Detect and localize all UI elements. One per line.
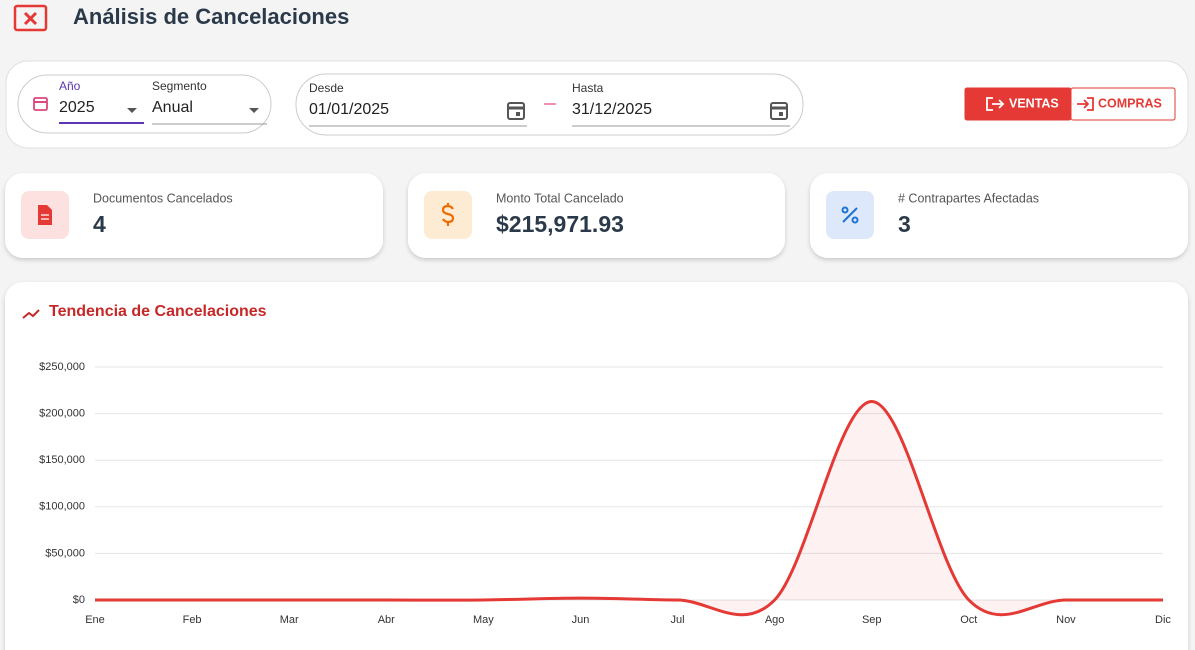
stat-value: 3 — [898, 211, 911, 237]
button-label: VENTAS — [1009, 96, 1059, 110]
y-tick-label: $250,000 — [39, 361, 85, 373]
date-picker-icon[interactable] — [507, 102, 525, 120]
chart-title: Tendencia de Cancelaciones — [49, 303, 267, 320]
y-tick-label: $50,000 — [45, 547, 85, 559]
stat-value: $215,971.93 — [496, 211, 624, 237]
calendar-icon — [33, 97, 48, 111]
x-tick-label: May — [473, 614, 494, 626]
dropdown-arrow[interactable] — [249, 108, 259, 113]
button-label: COMPRAS — [1098, 96, 1162, 110]
stat-label: # Contrapartes Afectadas — [898, 191, 1039, 205]
x-tick-label: Mar — [280, 614, 299, 626]
chart-card — [5, 282, 1188, 650]
x-tick-label: Sep — [862, 614, 882, 626]
from-label: Desde — [309, 81, 344, 95]
dollar-icon — [424, 191, 472, 239]
x-tick-label: Abr — [378, 614, 395, 626]
to-value[interactable]: 31/12/2025 — [572, 101, 652, 118]
page-title: Análisis de Cancelaciones — [73, 4, 349, 29]
compras-button[interactable]: COMPRAS — [1070, 87, 1176, 121]
period-pill — [17, 74, 272, 134]
stat-card — [810, 173, 1188, 258]
area — [95, 401, 1163, 615]
stat-label: Documentos Cancelados — [93, 191, 233, 205]
stat-value: 4 — [93, 211, 106, 237]
x-tick-label: Ago — [765, 614, 785, 626]
ventas-button[interactable]: VENTAS — [964, 87, 1072, 121]
from-value[interactable]: 01/01/2025 — [309, 101, 389, 118]
segment-value[interactable]: Anual — [152, 99, 193, 116]
x-tick-label: Jun — [572, 614, 590, 626]
trend-icon — [22, 309, 40, 319]
percent-icon — [826, 191, 874, 239]
dropdown-arrow[interactable] — [127, 108, 137, 113]
stat-label: Monto Total Cancelado — [496, 191, 624, 205]
close-icon[interactable] — [13, 4, 48, 32]
document-icon — [21, 191, 69, 239]
y-tick-label: $0 — [73, 594, 85, 606]
y-tick-label: $100,000 — [39, 501, 85, 513]
x-tick-label: Ene — [85, 614, 105, 626]
x-tick-label: Nov — [1056, 614, 1076, 626]
to-label: Hasta — [572, 81, 604, 95]
x-tick-label: Feb — [183, 614, 202, 626]
line — [94, 399, 1163, 617]
stat-card — [408, 173, 785, 258]
x-tick-label: Jul — [671, 614, 685, 626]
x-tick-label: Oct — [960, 614, 977, 626]
stat-card — [5, 173, 383, 258]
x-tick-label: Dic — [1155, 614, 1171, 626]
year-label: Año — [59, 79, 81, 93]
y-tick-label: $150,000 — [39, 454, 85, 466]
year-value[interactable]: 2025 — [59, 99, 95, 116]
segment-label: Segmento — [152, 79, 207, 93]
y-tick-label: $200,000 — [39, 408, 85, 420]
date-picker-icon[interactable] — [770, 102, 788, 120]
